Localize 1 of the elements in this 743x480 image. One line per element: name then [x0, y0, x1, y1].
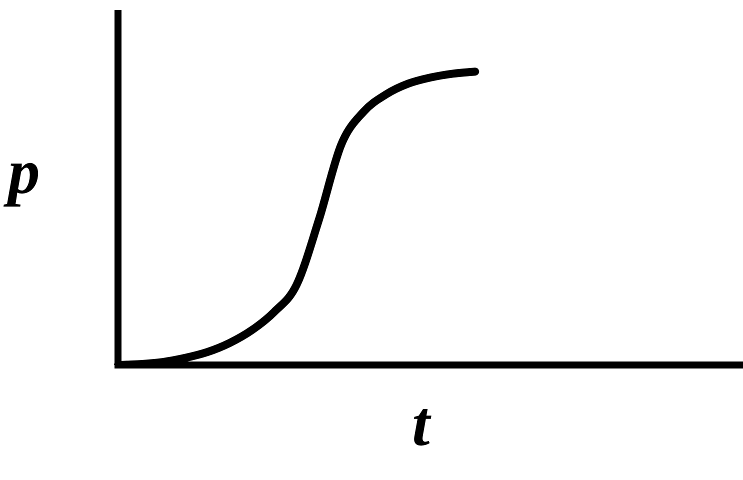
x-axis-title: t — [412, 388, 430, 459]
